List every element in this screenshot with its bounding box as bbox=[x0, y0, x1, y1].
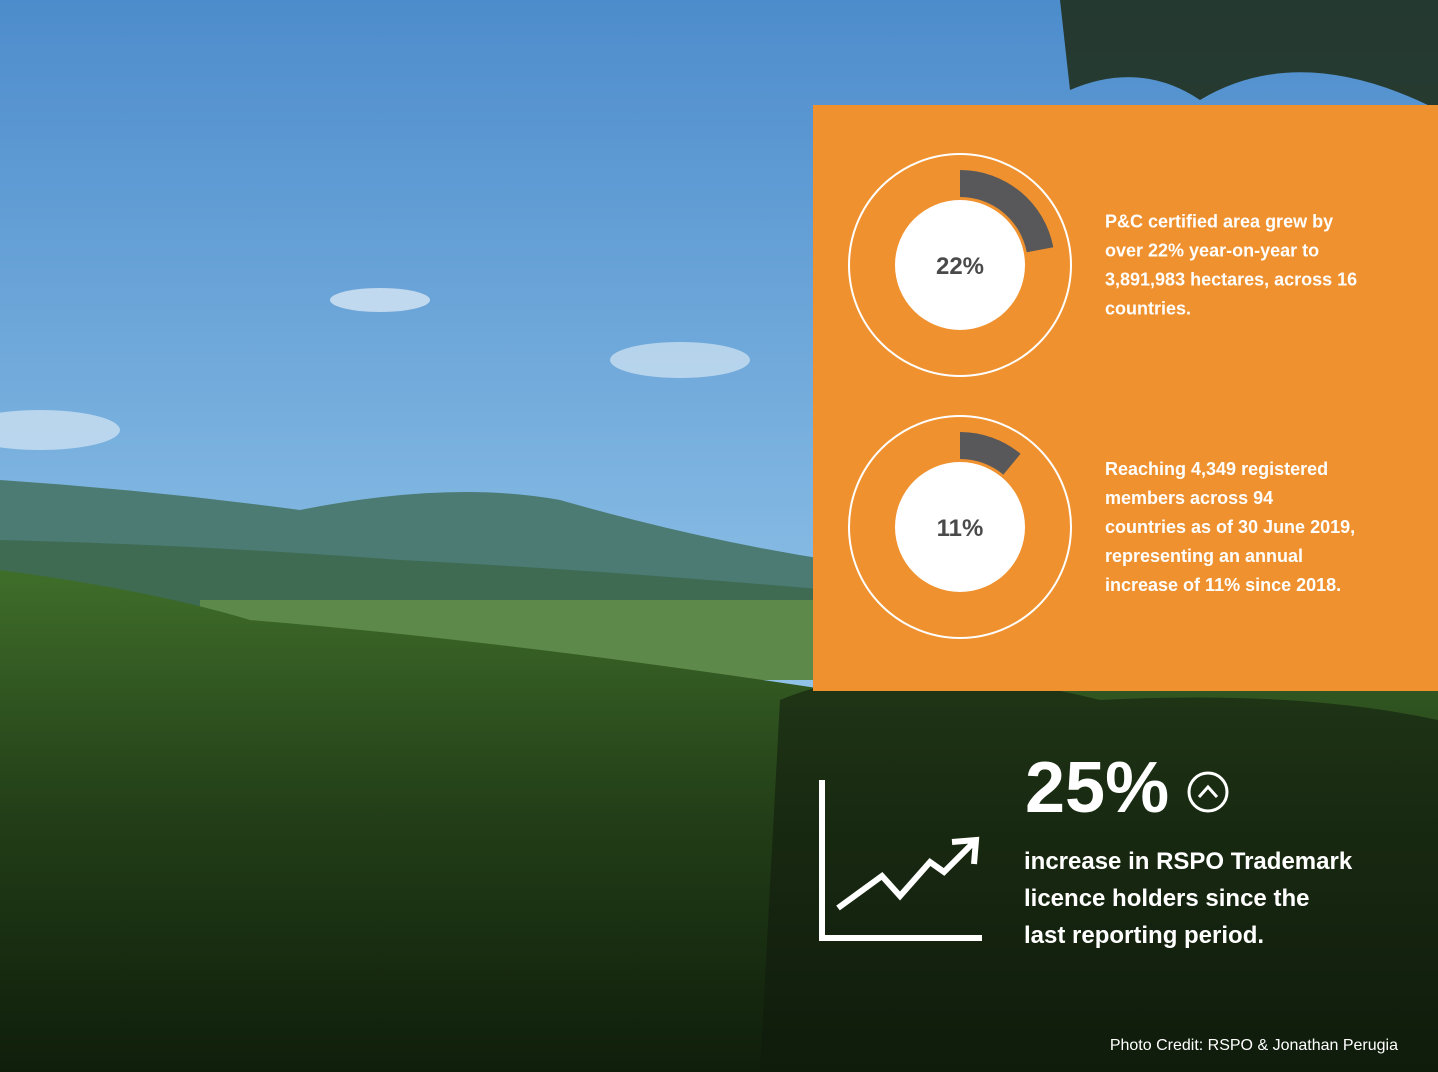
donut-label: 22% bbox=[936, 253, 984, 280]
donut-ring bbox=[848, 415, 1072, 639]
donut-label: 11% bbox=[937, 515, 984, 542]
stat-text: members across 94 bbox=[1105, 488, 1273, 508]
stat-text: 3,891,983 hectares, across 16 bbox=[1105, 270, 1357, 290]
stat-text: representing an annual bbox=[1105, 546, 1303, 566]
donut-arc bbox=[960, 170, 1054, 253]
highlight-line: licence holders since the bbox=[1024, 885, 1309, 912]
stats-panel bbox=[813, 105, 1438, 691]
donut-center bbox=[895, 462, 1025, 592]
highlight-value: 25% bbox=[1025, 748, 1169, 828]
photo-credit: Photo Credit: RSPO & Jonathan Perugia bbox=[1110, 1037, 1398, 1054]
stat-text: increase of 11% since 2018. bbox=[1105, 575, 1341, 595]
donut-center bbox=[895, 200, 1025, 330]
highlight-line: increase in RSPO Trademark bbox=[1024, 848, 1353, 875]
growth-icon bbox=[819, 780, 982, 941]
stat-text: countries as of 30 June 2019, bbox=[1105, 517, 1355, 537]
stats: 22% P&C certified area grew by over 22% ye… bbox=[848, 153, 1357, 639]
up-icon bbox=[1187, 771, 1229, 813]
stat-text: countries. bbox=[1105, 299, 1191, 319]
donut-arc bbox=[960, 432, 1021, 475]
stat-text: P&C certified area grew by bbox=[1105, 212, 1333, 232]
stat-text: Reaching 4,349 registered bbox=[1105, 459, 1328, 479]
highlight-line: last reporting period. bbox=[1024, 922, 1264, 949]
donut-ring bbox=[848, 153, 1072, 377]
highlight-text: increase in RSPO Trademark licence holder… bbox=[1024, 848, 1353, 949]
stat-text: over 22% year-on-year to bbox=[1105, 241, 1319, 261]
